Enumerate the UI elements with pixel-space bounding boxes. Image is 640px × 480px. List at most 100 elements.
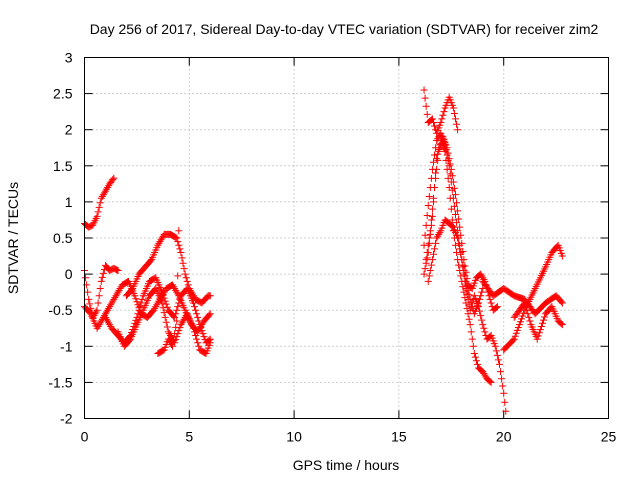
data-point <box>434 156 442 164</box>
data-point <box>513 326 521 334</box>
data-point <box>136 303 144 311</box>
data-point <box>429 118 437 126</box>
data-point <box>157 236 165 244</box>
data-point <box>107 301 115 309</box>
y-tick-label: 0.5 <box>53 230 73 246</box>
data-point <box>425 234 433 242</box>
x-tick-label: 20 <box>496 429 512 445</box>
data-point <box>170 336 178 344</box>
data-point <box>425 272 433 280</box>
data-point <box>451 211 459 219</box>
data-point <box>487 299 495 307</box>
data-point <box>164 328 172 336</box>
data-point <box>428 256 436 264</box>
data-point <box>501 398 509 406</box>
data-point <box>540 316 548 324</box>
data-point <box>443 151 451 159</box>
data-point <box>557 320 565 328</box>
data-point <box>161 313 169 321</box>
y-axis-title: SDTVAR / TECUs <box>5 182 21 294</box>
data-point <box>175 227 183 235</box>
data-point <box>431 183 439 191</box>
data-point <box>196 321 204 329</box>
data-point <box>198 327 206 335</box>
data-point <box>162 318 170 326</box>
data-point <box>436 144 444 152</box>
data-point <box>166 331 174 339</box>
data-point <box>458 256 466 264</box>
y-tick-label: 2 <box>65 122 73 138</box>
data-point <box>93 212 101 220</box>
data-point <box>160 309 168 317</box>
data-point <box>519 312 527 320</box>
y-tick-label: 0 <box>65 266 73 282</box>
data-point <box>133 298 141 306</box>
data-point <box>205 311 213 319</box>
plot-frame <box>84 57 609 419</box>
data-point <box>426 266 434 274</box>
data-point <box>474 360 481 368</box>
data-point <box>463 304 471 312</box>
data-point <box>173 306 181 314</box>
data-point <box>456 223 464 231</box>
data-point <box>558 321 566 329</box>
y-tick-label: 1.5 <box>53 158 73 174</box>
data-point <box>94 322 102 330</box>
data-point <box>189 292 197 300</box>
data-point <box>492 303 500 311</box>
data-point <box>524 310 532 318</box>
data-point <box>536 326 544 334</box>
data-point <box>493 303 501 311</box>
data-point <box>509 336 517 344</box>
data-point <box>512 329 520 337</box>
data-point <box>421 265 429 273</box>
data-point <box>486 295 494 303</box>
data-point <box>431 122 439 130</box>
data-point <box>103 185 111 193</box>
data-point <box>466 321 474 329</box>
data-point <box>423 110 431 118</box>
data-point <box>475 299 483 307</box>
data-point <box>442 156 450 164</box>
data-point <box>465 315 473 323</box>
data-point <box>450 184 458 192</box>
data-point <box>462 277 470 285</box>
data-point <box>467 328 475 336</box>
data-point <box>491 342 499 350</box>
data-point <box>183 277 191 285</box>
data-point <box>132 295 140 303</box>
data-point <box>177 321 185 329</box>
data-point <box>114 266 122 274</box>
data-point <box>533 335 541 343</box>
data-point <box>93 306 101 314</box>
data-point <box>105 304 113 312</box>
data-point <box>557 298 565 306</box>
y-tick-label: 1 <box>65 194 73 210</box>
data-point <box>169 281 177 289</box>
data-point <box>178 319 186 327</box>
data-point <box>186 286 194 294</box>
data-point <box>467 299 475 307</box>
data-point <box>180 315 188 323</box>
data-point <box>421 94 429 102</box>
data-point <box>487 378 495 386</box>
data-point <box>110 174 118 182</box>
data-point <box>520 309 528 317</box>
data-point <box>537 322 545 330</box>
data-point <box>468 303 476 311</box>
data-point <box>433 155 441 163</box>
data-point <box>158 299 166 307</box>
data-point <box>174 272 182 280</box>
data-point <box>162 300 170 308</box>
series-track-2 <box>81 261 122 321</box>
data-point <box>535 329 543 337</box>
data-point <box>472 357 480 365</box>
data-point <box>150 306 158 314</box>
data-point <box>86 309 94 317</box>
data-point <box>97 277 105 285</box>
data-point <box>433 165 441 173</box>
data-point <box>184 281 192 289</box>
data-point <box>104 317 112 325</box>
data-point <box>152 303 160 311</box>
data-point <box>95 203 103 211</box>
